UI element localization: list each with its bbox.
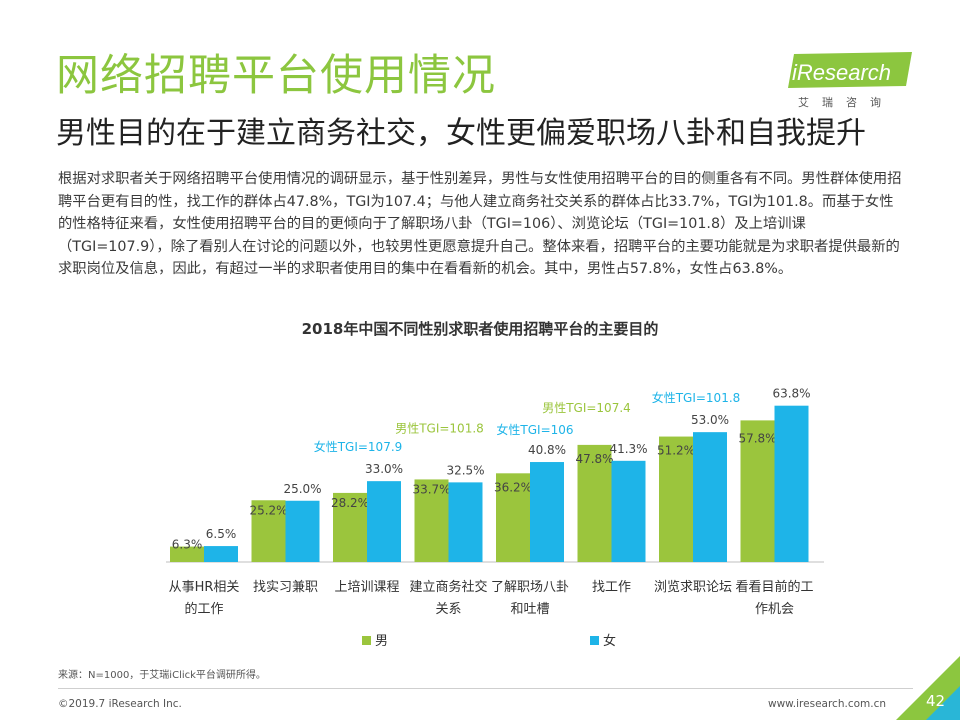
- bar-男-7: [740, 420, 775, 562]
- logo-text: iResearch: [792, 60, 892, 85]
- logo-banner-shape: [788, 52, 912, 88]
- bar-男-6: [659, 436, 693, 562]
- category-label-2: 上培训课程: [334, 579, 399, 595]
- data-label-男-4: 36.2%: [494, 480, 532, 494]
- data-label-女-2: 33.0%: [365, 462, 403, 476]
- bar-女-7: [774, 405, 809, 562]
- data-label-女-3: 32.5%: [446, 463, 484, 477]
- legend-label-男: 男: [375, 634, 388, 649]
- logo-subtext: 艾瑞咨询: [798, 96, 894, 109]
- category-label-7: 作机会: [755, 602, 794, 617]
- page-subtitle: 男性目的在于建立商务社交，女性更偏爱职场八卦和自我提升: [56, 116, 866, 151]
- category-label-7: 看看目前的工: [735, 579, 813, 595]
- category-label-6: 浏览求职论坛: [654, 579, 732, 595]
- bar-男-0: [170, 546, 204, 562]
- category-label-5: 找工作: [592, 580, 631, 595]
- data-label-男-2: 28.2%: [331, 496, 369, 510]
- bar-女-4: [530, 462, 564, 562]
- footer-url: www.iresearch.com.cn: [768, 698, 887, 710]
- data-label-男-3: 33.7%: [412, 482, 450, 496]
- category-label-4: 和吐槽: [510, 602, 549, 617]
- data-label-男-0: 6.3%: [172, 538, 203, 552]
- tgi-annotation-2: 女性TGI=106: [496, 422, 573, 437]
- bar-女-6: [693, 432, 727, 562]
- bar-女-5: [611, 460, 646, 562]
- data-label-女-6: 53.0%: [691, 413, 729, 427]
- tgi-annotation-1: 男性TGI=101.8: [395, 421, 484, 435]
- data-label-男-1: 25.2%: [249, 503, 287, 517]
- source-note: 来源：N=1000，于艾瑞iClick平台调研所得。: [58, 670, 266, 681]
- data-label-女-1: 25.0%: [283, 482, 321, 496]
- tgi-annotation-4: 女性TGI=101.8: [652, 390, 741, 405]
- data-label-女-4: 40.8%: [528, 443, 566, 457]
- bar-女-0: [204, 546, 238, 562]
- data-label-女-0: 6.5%: [206, 527, 237, 541]
- bar-男-3: [414, 479, 449, 562]
- data-label-女-7: 63.8%: [772, 387, 810, 401]
- bar-男-1: [251, 500, 286, 562]
- iresearch-logo: iResearch 艾瑞咨询: [788, 52, 916, 109]
- category-label-3: 建立商务社交: [409, 579, 487, 595]
- data-label-男-6: 51.2%: [657, 444, 695, 458]
- tgi-annotation-3: 男性TGI=107.4: [542, 401, 631, 415]
- legend-swatch-男: [362, 636, 371, 645]
- bar-男-4: [496, 473, 530, 562]
- footer-divider: [58, 688, 913, 689]
- page-corner-shape: [896, 656, 960, 720]
- footer-copyright: ©2019.7 iResearch Inc.: [58, 698, 182, 710]
- bar-女-1: [285, 500, 320, 562]
- chart-title: 2018年中国不同性别求职者使用招聘平台的主要目的: [301, 320, 659, 338]
- bar-男-5: [577, 444, 612, 562]
- tgi-annotation-0: 女性TGI=107.9: [314, 439, 403, 454]
- intro-paragraph: 根据对求职者关于网络招聘平台使用情况的调研显示，基于性别差异，男性与女性使用招聘…: [58, 171, 902, 277]
- data-label-男-5: 47.8%: [575, 452, 613, 466]
- bar-女-3: [448, 482, 483, 562]
- bar-男-2: [333, 492, 367, 562]
- category-label-0: 从事HR相关: [169, 580, 240, 595]
- legend-label-女: 女: [603, 633, 616, 649]
- page-title: 网络招聘平台使用情况: [56, 51, 496, 101]
- category-label-3: 关系: [435, 602, 461, 617]
- category-label-1: 找实习兼职: [253, 580, 318, 595]
- legend-swatch-女: [590, 636, 599, 645]
- category-label-0: 的工作: [184, 601, 223, 617]
- category-label-4: 了解职场八卦: [491, 580, 569, 595]
- page-number: 42: [926, 692, 946, 710]
- data-label-女-5: 41.3%: [609, 442, 647, 456]
- bar-女-2: [367, 481, 401, 562]
- data-label-男-7: 57.8%: [738, 431, 776, 445]
